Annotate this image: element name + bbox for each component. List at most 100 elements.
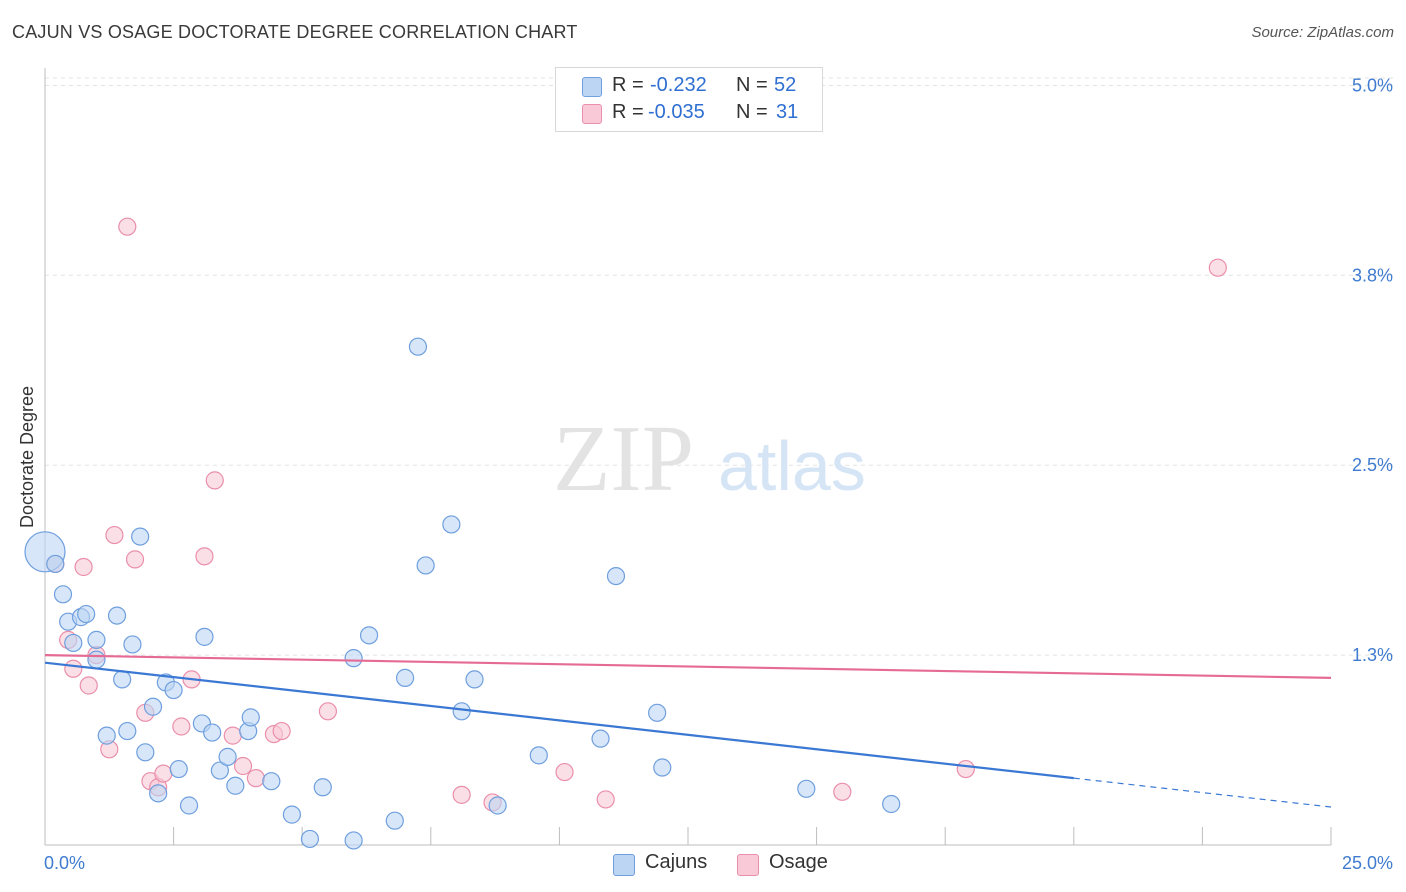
- cajuns-point: [143, 697, 163, 716]
- cajuns-r-value: -0.232: [650, 74, 707, 96]
- cajuns-point: [465, 670, 484, 689]
- osage-legend-label: Osage: [769, 851, 828, 873]
- cajuns-point: [606, 566, 626, 586]
- cajuns-point: [262, 772, 281, 791]
- chart-title: CAJUN VS OSAGE DOCTORATE DEGREE CORRELAT…: [12, 22, 578, 42]
- osage-point: [79, 676, 98, 695]
- cajuns-point: [149, 784, 168, 803]
- cajuns-swatch: [582, 77, 602, 97]
- cajuns-point: [136, 743, 155, 762]
- cajuns-point: [416, 556, 435, 575]
- cajuns-trend-line: [44, 661, 1074, 780]
- x-tick-label-min: 0.0%: [44, 853, 85, 873]
- source-label: Source: ZipAtlas.com: [1251, 24, 1394, 41]
- cajuns-point: [344, 831, 363, 850]
- cajuns-point: [442, 515, 461, 534]
- cajuns-point: [797, 779, 816, 798]
- osage-point: [318, 702, 338, 721]
- cajuns-point: [169, 759, 188, 779]
- osage-point: [1208, 258, 1227, 277]
- legend-row-osage: R = -0.035 N = 31: [556, 101, 822, 129]
- legend-row-cajuns: R = -0.232 N = 52: [556, 74, 822, 102]
- osage-point: [596, 790, 615, 809]
- cajuns-n-value: 52: [774, 74, 797, 96]
- watermark: ZIP atlas: [553, 407, 866, 511]
- osage-point: [205, 471, 224, 490]
- osage-r-value: -0.035: [648, 101, 705, 123]
- osage-point: [272, 721, 291, 741]
- y-tick-label: 3.8%: [1352, 265, 1393, 285]
- osage-point: [105, 525, 124, 545]
- osage-point: [118, 217, 137, 236]
- cajuns-point: [97, 726, 116, 745]
- r-label: R =: [612, 101, 644, 123]
- watermark-zip: ZIP: [553, 407, 694, 511]
- watermark-atlas: atlas: [718, 427, 866, 505]
- cajuns-point: [359, 626, 379, 645]
- cajuns-point: [385, 811, 404, 830]
- osage-point: [956, 759, 975, 779]
- cajuns-point: [131, 527, 150, 546]
- cajuns-point: [653, 758, 672, 777]
- cajuns-point: [882, 794, 901, 814]
- cajuns-point: [46, 554, 65, 574]
- cajuns-legend-label: Cajuns: [645, 851, 708, 873]
- cajuns-point: [195, 627, 214, 646]
- cajuns-point: [87, 630, 106, 650]
- cajuns-point: [164, 680, 183, 700]
- y-tick-label: 5.0%: [1352, 75, 1393, 95]
- cajuns-point: [313, 778, 332, 797]
- cajuns-point: [241, 708, 260, 727]
- cajuns-point: [344, 649, 363, 668]
- n-label: N =: [736, 74, 768, 96]
- cajuns-point: [648, 703, 667, 722]
- cajuns-point: [107, 606, 127, 625]
- r-label: R =: [612, 74, 644, 96]
- cajuns-point: [218, 747, 237, 766]
- cajuns-point: [408, 337, 428, 356]
- osage-point: [246, 769, 266, 788]
- osage-point: [223, 726, 242, 745]
- osage-point: [74, 557, 93, 577]
- cajuns-point: [53, 585, 73, 604]
- osage-point: [195, 547, 214, 566]
- osage-points: [46, 217, 1227, 812]
- y-tick-labels: 1.3% 2.5% 3.8% 5.0%: [1352, 75, 1393, 665]
- trend-lines: [44, 653, 1332, 808]
- cajuns-point: [203, 723, 222, 742]
- x-axis-ticks: [44, 827, 1332, 845]
- y-tick-label: 1.3%: [1352, 645, 1393, 665]
- osage-point: [64, 659, 83, 678]
- y-axis-label: Doctorate Degree: [17, 386, 37, 528]
- cajuns-point: [87, 650, 106, 669]
- cajuns-point: [452, 702, 471, 721]
- cajuns-point: [64, 633, 83, 653]
- cajuns-point: [591, 729, 610, 748]
- osage-point: [233, 756, 253, 776]
- osage-point: [452, 785, 471, 804]
- cajuns-point: [77, 604, 96, 624]
- osage-legend-swatch: [737, 854, 759, 876]
- cajuns-point: [179, 796, 199, 815]
- cajuns-point: [113, 670, 132, 689]
- x-tick-label-max: 25.0%: [1342, 853, 1393, 873]
- cajuns-point: [488, 796, 507, 815]
- cajuns-point: [226, 776, 245, 795]
- osage-point: [833, 782, 852, 801]
- cajuns-trend-extension: [1073, 777, 1332, 808]
- cajuns-point: [118, 721, 137, 741]
- stats-legend: R = -0.232 N = 52 R = -0.035 N = 31: [555, 67, 823, 132]
- osage-point: [125, 550, 145, 569]
- osage-trend-line: [44, 653, 1332, 679]
- osage-point: [555, 762, 574, 782]
- y-tick-label: 2.5%: [1352, 455, 1393, 475]
- n-label: N =: [736, 101, 768, 123]
- cajuns-point: [300, 829, 320, 849]
- cajuns-point: [395, 668, 415, 687]
- cajuns-point: [282, 805, 302, 824]
- osage-swatch: [582, 104, 602, 124]
- cajuns-legend-swatch: [613, 854, 635, 876]
- cajuns-point: [210, 761, 229, 780]
- cajuns-point: [123, 635, 142, 654]
